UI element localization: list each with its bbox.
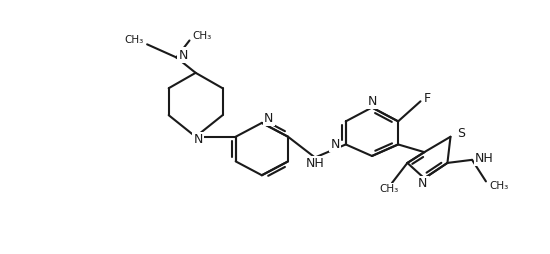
Text: N: N	[367, 95, 377, 108]
Text: NH: NH	[475, 152, 494, 165]
Text: N: N	[193, 133, 202, 146]
Text: CH₃: CH₃	[192, 31, 212, 41]
Text: N: N	[330, 138, 340, 151]
Text: N: N	[264, 112, 273, 125]
Text: NH: NH	[306, 157, 324, 170]
Text: N: N	[179, 49, 188, 62]
Text: S: S	[456, 127, 465, 140]
Text: CH₃: CH₃	[379, 184, 399, 194]
Text: N: N	[418, 177, 427, 190]
Text: CH₃: CH₃	[489, 181, 508, 191]
Text: CH₃: CH₃	[125, 35, 144, 45]
Text: F: F	[424, 92, 431, 105]
